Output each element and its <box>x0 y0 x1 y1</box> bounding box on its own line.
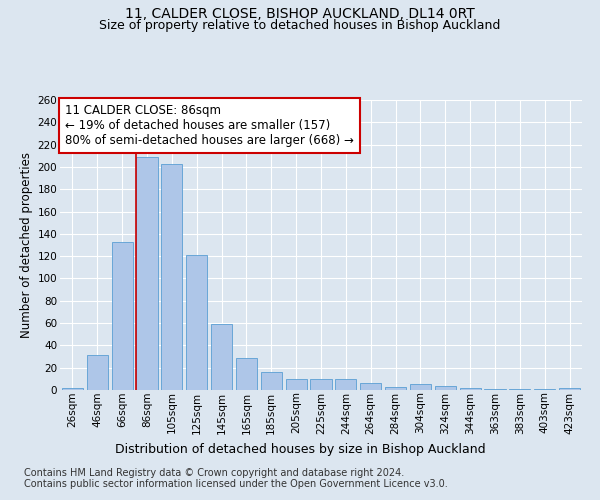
Bar <box>286 379 307 390</box>
Bar <box>112 242 133 390</box>
Bar <box>136 157 158 390</box>
Bar <box>534 389 555 390</box>
Bar <box>161 164 182 390</box>
Bar <box>87 356 108 390</box>
Text: 11 CALDER CLOSE: 86sqm
← 19% of detached houses are smaller (157)
80% of semi-de: 11 CALDER CLOSE: 86sqm ← 19% of detached… <box>65 104 354 148</box>
Bar <box>62 388 83 390</box>
Bar <box>360 384 381 390</box>
Bar <box>460 388 481 390</box>
Bar <box>410 384 431 390</box>
Text: 11, CALDER CLOSE, BISHOP AUCKLAND, DL14 0RT: 11, CALDER CLOSE, BISHOP AUCKLAND, DL14 … <box>125 8 475 22</box>
Bar <box>335 379 356 390</box>
Bar <box>211 324 232 390</box>
Text: Distribution of detached houses by size in Bishop Auckland: Distribution of detached houses by size … <box>115 442 485 456</box>
Bar <box>484 389 506 390</box>
Bar <box>310 379 332 390</box>
Bar <box>261 372 282 390</box>
Bar <box>186 255 207 390</box>
Text: Contains public sector information licensed under the Open Government Licence v3: Contains public sector information licen… <box>24 479 448 489</box>
Bar <box>236 358 257 390</box>
Bar <box>435 386 456 390</box>
Text: Size of property relative to detached houses in Bishop Auckland: Size of property relative to detached ho… <box>100 19 500 32</box>
Bar <box>559 388 580 390</box>
Y-axis label: Number of detached properties: Number of detached properties <box>20 152 34 338</box>
Bar <box>385 386 406 390</box>
Text: Contains HM Land Registry data © Crown copyright and database right 2024.: Contains HM Land Registry data © Crown c… <box>24 468 404 477</box>
Bar <box>509 389 530 390</box>
